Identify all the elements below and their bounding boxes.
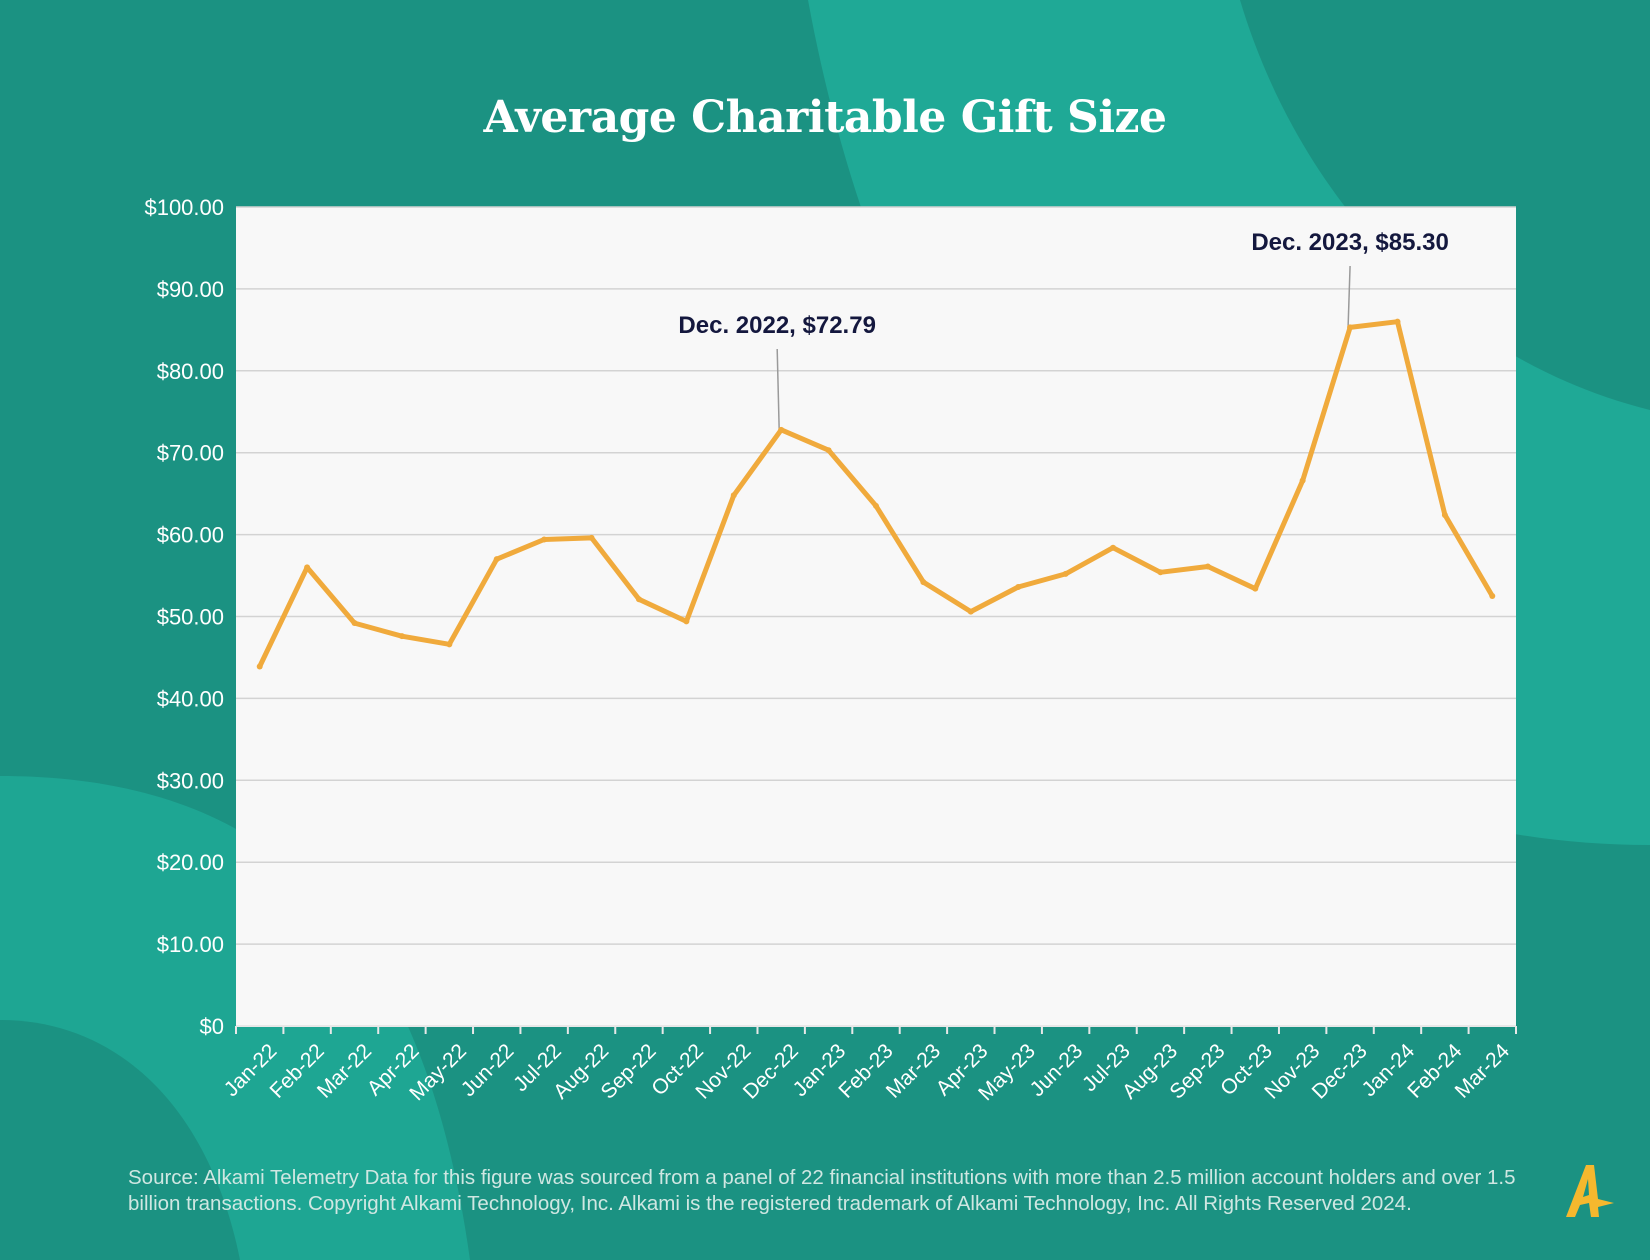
annotation-label: Dec. 2022, $72.79 xyxy=(678,312,876,339)
data-point xyxy=(1252,585,1259,592)
data-point xyxy=(967,608,974,615)
data-point xyxy=(304,564,311,571)
annotation-leader-line xyxy=(1347,265,1351,328)
data-point xyxy=(398,633,405,640)
y-tick-label: $40.00 xyxy=(157,686,224,711)
data-point xyxy=(1299,477,1306,484)
y-tick-label: $100.00 xyxy=(144,195,224,220)
data-point xyxy=(256,663,263,670)
data-point xyxy=(683,618,690,625)
background-arc-bottom-left-inner xyxy=(0,1020,240,1260)
y-tick-label: $80.00 xyxy=(157,359,224,384)
data-point xyxy=(588,534,595,541)
data-point xyxy=(1157,569,1164,576)
data-point xyxy=(541,536,548,543)
y-tick-label: $10.00 xyxy=(157,932,224,957)
y-tick-label: $50.00 xyxy=(157,605,224,630)
data-point xyxy=(778,426,785,433)
data-point xyxy=(1394,318,1401,325)
source-note: Source: Alkami Telemetry Data for this f… xyxy=(128,1166,1516,1215)
y-tick-label: $70.00 xyxy=(157,441,224,466)
x-tick-label: Mar-23 xyxy=(882,1039,945,1102)
line-chart: $0 $10.00 $20.00 $30.00 $40.00 $50.00 $60.00 $7… xyxy=(144,195,1517,1105)
y-tick-label: $30.00 xyxy=(157,768,224,793)
y-axis-tick-labels: $0 $10.00 $20.00 $30.00 $40.00 $50.00 $60.00 $7… xyxy=(144,195,224,1039)
data-point xyxy=(730,492,737,499)
x-axis: Jan-22Feb-22Mar-22Apr-22May-22Jun-22Jul-… xyxy=(220,1025,1517,1105)
data-point xyxy=(825,447,832,454)
y-tick-label: $60.00 xyxy=(157,523,224,548)
data-point xyxy=(351,620,358,627)
annotation-label: Dec. 2023, $85.30 xyxy=(1251,229,1449,256)
y-tick-label: $20.00 xyxy=(157,850,224,875)
data-point xyxy=(920,579,927,586)
y-tick-label: $90.00 xyxy=(157,277,224,302)
x-tick-label: Mar-24 xyxy=(1451,1039,1515,1103)
x-tick-label: Jun-22 xyxy=(457,1039,519,1101)
gridlines xyxy=(236,206,1516,945)
data-point xyxy=(1347,324,1354,331)
data-point xyxy=(446,641,453,648)
data-point xyxy=(1204,563,1211,570)
annotations: Dec. 2022, $72.79 Dec. 2023, $85.30 xyxy=(678,229,1449,430)
alkami-a-logo-icon xyxy=(1566,1165,1614,1217)
data-point xyxy=(1062,570,1069,577)
y-tick-label: $0 xyxy=(200,1014,224,1039)
x-tick-label: Mar-22 xyxy=(313,1039,376,1102)
data-points xyxy=(256,318,1496,670)
data-point xyxy=(1441,511,1448,518)
data-point xyxy=(1015,584,1022,591)
data-point xyxy=(493,556,500,563)
chart-title: Average Charitable Gift Size xyxy=(483,92,1167,143)
data-point xyxy=(1110,544,1117,551)
data-point xyxy=(873,502,879,509)
data-point xyxy=(1489,593,1496,600)
data-point xyxy=(635,596,642,603)
annotation-leader-line xyxy=(776,348,780,430)
x-tick-label: Jun-23 xyxy=(1026,1039,1088,1101)
